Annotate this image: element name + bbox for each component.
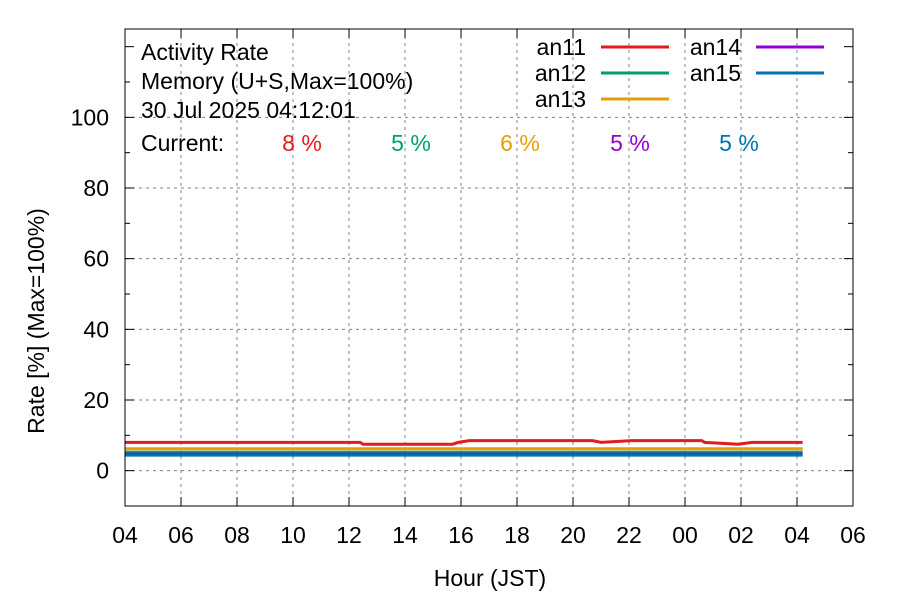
x-tick-label: 18 xyxy=(504,522,530,548)
current-values: 8 % 5 % 6 % 5 % 5 % xyxy=(282,130,759,156)
chart-subtitle: Memory (U+S,Max=100%) xyxy=(141,68,413,94)
legend-label-an15: an15 xyxy=(690,60,741,86)
chart-timestamp: 30 Jul 2025 04:12:01 xyxy=(141,97,356,123)
x-tick-label: 06 xyxy=(840,522,866,548)
x-tick-label: 16 xyxy=(448,522,474,548)
chart-title: Activity Rate xyxy=(141,39,269,65)
current-value-an14: 5 % xyxy=(610,130,650,156)
x-tick-label: 20 xyxy=(560,522,586,548)
x-tick-label: 12 xyxy=(336,522,362,548)
current-label: Current: xyxy=(141,130,224,156)
current-value-an12: 5 % xyxy=(391,130,431,156)
x-tick-label: 04 xyxy=(112,522,138,548)
legend-label-an12: an12 xyxy=(535,60,586,86)
current-value-an15: 5 % xyxy=(719,130,759,156)
series-line-an11 xyxy=(125,439,803,446)
y-tick-label: 80 xyxy=(83,175,109,201)
legend-label-an11: an11 xyxy=(537,34,586,60)
axis-ticks: 0 20 40 60 80 100 04 06 08 10 12 14 16 18 20 22 00 02 04 06 xyxy=(71,29,866,548)
plot-frame xyxy=(124,28,854,507)
x-axis-label: Hour (JST) xyxy=(434,565,546,591)
y-tick-label: 20 xyxy=(83,387,109,413)
x-tick-label: 08 xyxy=(224,522,250,548)
legend-label-an13: an13 xyxy=(535,86,586,112)
grid xyxy=(125,29,853,506)
x-tick-label: 04 xyxy=(784,522,810,548)
x-tick-label: 02 xyxy=(728,522,754,548)
current-value-an11: 8 % xyxy=(282,130,322,156)
y-tick-label: 40 xyxy=(83,316,109,342)
chart-title-block: Activity Rate Memory (U+S,Max=100%) 30 J… xyxy=(141,39,413,156)
series-lines xyxy=(125,439,803,457)
x-tick-label: 06 xyxy=(168,522,194,548)
y-tick-label: 100 xyxy=(71,104,109,130)
y-tick-label: 60 xyxy=(83,246,109,272)
y-axis-label: Rate [%] (Max=100%) xyxy=(23,208,49,434)
x-tick-label: 14 xyxy=(392,522,418,548)
x-tick-label: 00 xyxy=(672,522,698,548)
y-tick-label: 0 xyxy=(96,458,109,484)
legend-label-an14: an14 xyxy=(690,34,741,60)
current-value-an13: 6 % xyxy=(500,130,540,156)
x-tick-label: 22 xyxy=(616,522,642,548)
x-tick-label: 10 xyxy=(280,522,306,548)
